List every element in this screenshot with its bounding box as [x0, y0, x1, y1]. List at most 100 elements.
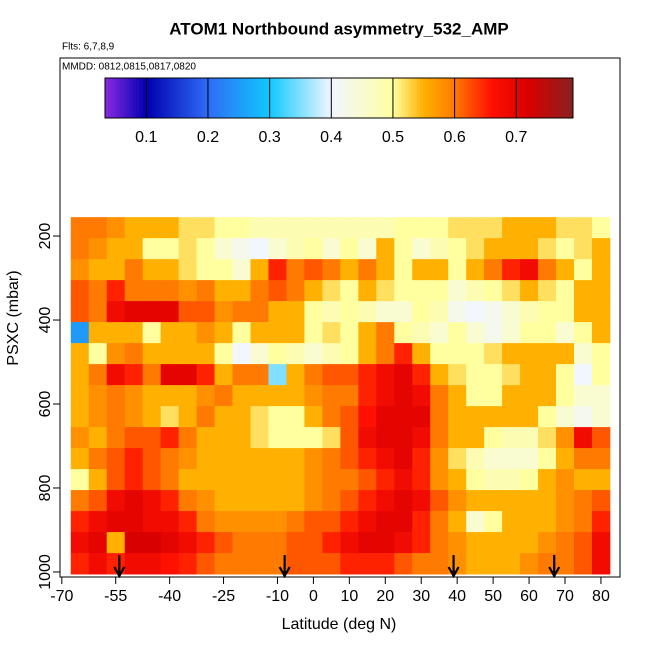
colorbar-segment	[261, 78, 265, 118]
colorbar-tick-label: 0.2	[197, 129, 219, 146]
heatmap-cell	[214, 490, 233, 512]
heatmap-cell	[412, 217, 431, 239]
heatmap-cell	[358, 469, 377, 491]
colorbar-segment	[360, 78, 365, 118]
plot-frame	[59, 57, 621, 578]
colorbar-segment	[342, 78, 346, 118]
colorbar-tick-label: 0.3	[259, 129, 281, 146]
colorbar-tick-label: 0.1	[135, 129, 157, 146]
heatmap-cell	[573, 280, 593, 302]
heatmap-cell	[196, 385, 215, 407]
heatmap-cell	[124, 259, 144, 281]
heatmap-cell	[538, 469, 557, 491]
colorbar-segment	[367, 78, 371, 118]
heatmap-cell	[340, 301, 359, 323]
heatmap-cell	[268, 490, 287, 512]
colorbar-segment	[195, 78, 200, 118]
heatmap-cell	[286, 469, 305, 491]
heatmap-cell	[286, 553, 305, 575]
heatmap-cell	[250, 280, 269, 302]
colorbar-segment	[183, 78, 187, 118]
colorbar-segment	[398, 78, 402, 118]
heatmap-cell	[70, 301, 90, 323]
heatmap-cell	[376, 406, 395, 428]
heatmap-cell	[538, 343, 557, 365]
heatmap-cell	[106, 385, 126, 407]
colorbar-segment	[242, 78, 246, 118]
heatmap-cell	[196, 259, 215, 281]
heatmap-cell	[538, 238, 557, 260]
heatmap-cell	[196, 448, 215, 470]
heatmap-cell	[70, 553, 90, 575]
y-tick-label: 600	[37, 391, 54, 418]
heatmap-cell	[340, 553, 359, 575]
heatmap-cell	[124, 532, 144, 554]
heatmap-cell	[286, 343, 305, 365]
heatmap-cell	[232, 406, 251, 428]
heatmap-cell	[358, 259, 377, 281]
heatmap-cell	[106, 343, 126, 365]
heatmap-cell	[142, 553, 162, 575]
heatmap-cell	[286, 364, 305, 386]
heatmap-cell	[466, 322, 485, 344]
colorbar-segment	[226, 78, 231, 118]
heatmap-cell	[466, 259, 485, 281]
heatmap-cell	[591, 217, 611, 239]
heatmap-cell	[448, 427, 467, 449]
heatmap-cell	[340, 448, 359, 470]
heatmap-cell	[466, 238, 485, 260]
heatmap-cell	[178, 385, 197, 407]
colorbar-segment	[120, 78, 125, 118]
colorbar-segment	[569, 78, 574, 118]
colorbar-segment	[295, 78, 299, 118]
heatmap-cell	[178, 469, 197, 491]
colorbar-segment	[236, 78, 240, 118]
heatmap-cell	[214, 553, 233, 575]
heatmap-cell	[88, 553, 108, 575]
heatmap-cell	[322, 343, 341, 365]
heatmap-cell	[591, 280, 611, 302]
colorbar-tick-label: 0.4	[320, 129, 342, 146]
heatmap-cell	[412, 238, 431, 260]
heatmap-cell	[538, 217, 557, 239]
heatmap-cell	[538, 511, 557, 533]
colorbar-segment	[485, 78, 490, 118]
heatmap-cell	[142, 532, 162, 554]
heatmap-cell	[376, 238, 395, 260]
colorbar-segment	[217, 78, 221, 118]
heatmap-cell	[106, 280, 126, 302]
heatmap-cell	[556, 280, 575, 302]
heatmap-cell	[160, 448, 180, 470]
colorbar-segment	[123, 78, 128, 118]
colorbar-segment	[108, 78, 112, 118]
heatmap-cell	[88, 280, 108, 302]
heatmap-cell	[304, 259, 323, 281]
heatmap-cell	[556, 364, 575, 386]
heatmap-cell	[160, 532, 180, 554]
heatmap-cell	[591, 259, 611, 281]
colorbar-tick-label: 0.5	[382, 129, 404, 146]
heatmap-cell	[412, 301, 431, 323]
colorbar-frame	[104, 77, 574, 119]
heatmap-cell	[556, 490, 575, 512]
heatmap-cell	[538, 553, 557, 575]
heatmap-cell	[106, 259, 126, 281]
colorbar-segment	[142, 78, 147, 118]
heatmap-cell	[340, 217, 359, 239]
heatmap-cell	[88, 301, 108, 323]
heatmap-cell	[376, 532, 395, 554]
heatmap-cell	[591, 469, 611, 491]
heatmap-cell	[340, 364, 359, 386]
x-tick-label: 30	[412, 588, 430, 605]
heatmap-cell	[268, 259, 287, 281]
heatmap-cell	[358, 322, 377, 344]
heatmap-cell	[502, 301, 521, 323]
heatmap-cell	[448, 469, 467, 491]
colorbar-segment	[354, 78, 359, 118]
heatmap-cell	[573, 406, 593, 428]
colorbar-segment	[114, 78, 118, 118]
heatmap-cell	[466, 301, 485, 323]
heatmap-cell	[340, 406, 359, 428]
x-tick-label: 70	[556, 588, 574, 605]
